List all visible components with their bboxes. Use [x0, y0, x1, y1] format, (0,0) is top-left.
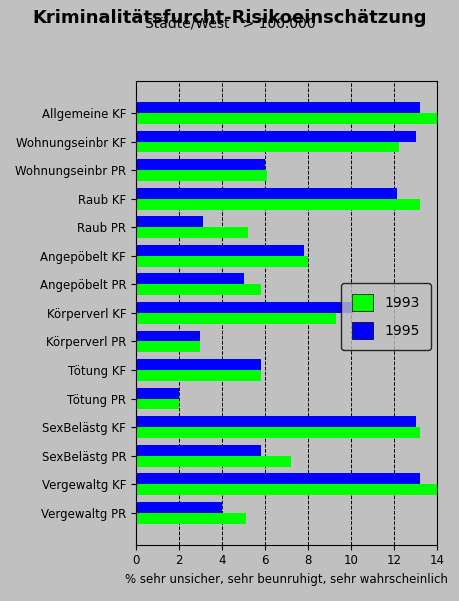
Bar [135, 445, 260, 456]
Bar [135, 113, 437, 124]
Bar [135, 227, 247, 238]
Bar [135, 513, 245, 523]
Bar [135, 284, 260, 295]
Bar [135, 216, 202, 227]
Bar [135, 416, 415, 427]
Bar [135, 256, 308, 267]
Bar [135, 388, 179, 398]
Bar [135, 245, 303, 256]
Bar [135, 474, 420, 484]
Bar [135, 142, 398, 153]
Bar [135, 341, 200, 352]
Bar [135, 199, 420, 210]
Bar [135, 170, 267, 181]
Bar [135, 359, 260, 370]
Bar [135, 484, 441, 495]
Bar [135, 502, 222, 513]
Bar [135, 427, 420, 438]
Bar [135, 302, 353, 313]
Bar [135, 102, 420, 113]
X-axis label: % sehr unsicher, sehr beunruhigt, sehr wahrscheinlich: % sehr unsicher, sehr beunruhigt, sehr w… [125, 573, 447, 586]
Bar [135, 398, 179, 409]
Bar [135, 370, 260, 381]
Bar [135, 130, 415, 142]
Bar [135, 159, 264, 170]
Bar [135, 331, 200, 341]
Bar [135, 188, 396, 199]
Text: Städte/West   > 100.000: Städte/West > 100.000 [145, 16, 314, 30]
Bar [135, 456, 291, 466]
Bar [135, 273, 243, 284]
Text: Kriminalitätsfurcht-Risikoeinschätzung: Kriminalitätsfurcht-Risikoeinschätzung [33, 9, 426, 27]
Legend: 1993, 1995: 1993, 1995 [340, 282, 430, 350]
Bar [135, 313, 336, 324]
